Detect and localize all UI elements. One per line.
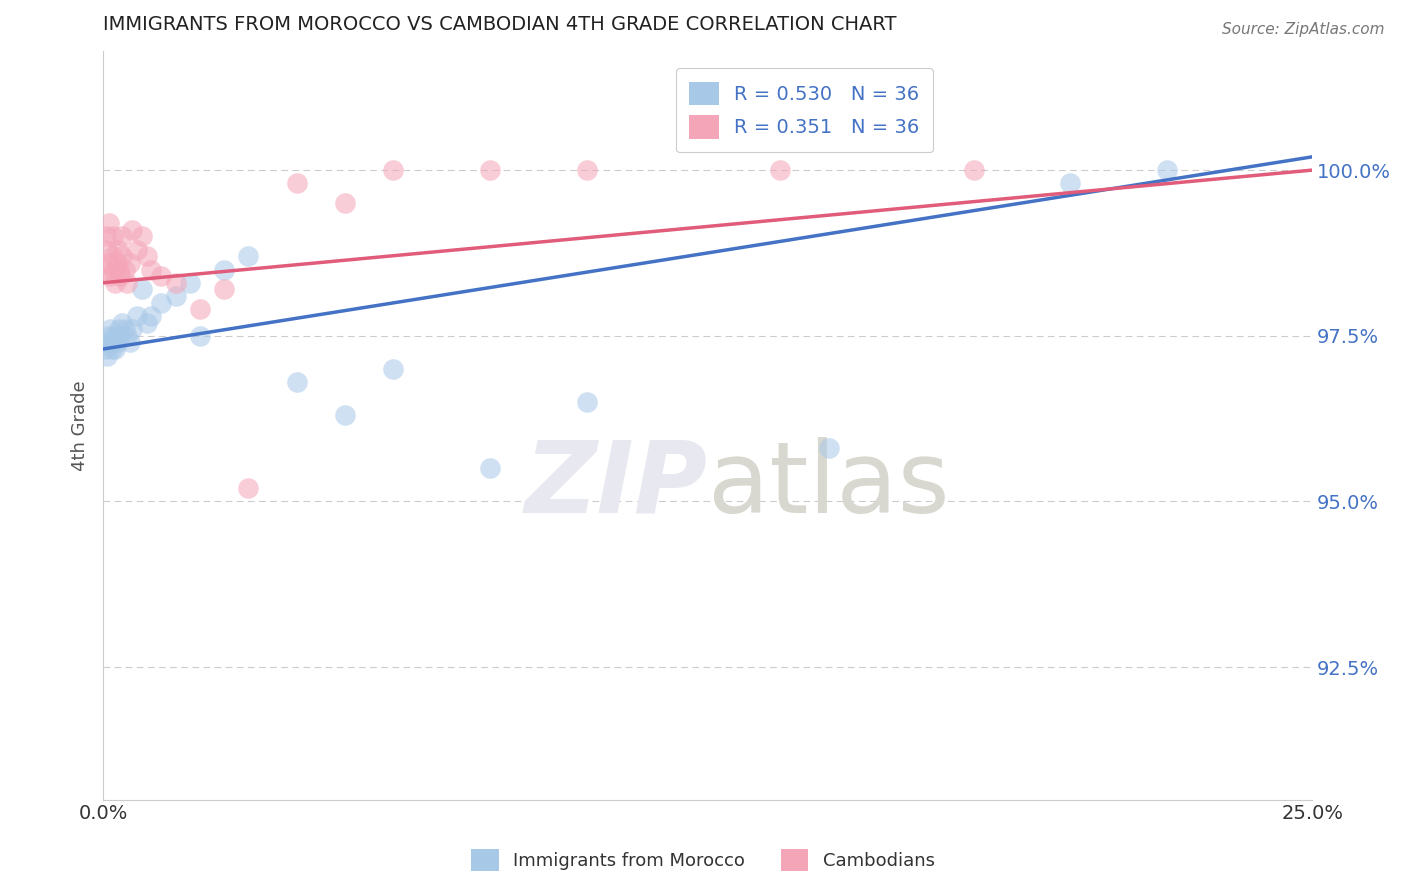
Point — [135, 249, 157, 263]
Point — [94, 229, 117, 244]
Point — [165, 289, 187, 303]
Point — [100, 322, 122, 336]
Point — [817, 442, 839, 456]
Point — [165, 276, 187, 290]
Point — [382, 163, 405, 178]
Point — [94, 342, 117, 356]
Point — [333, 196, 356, 211]
Point — [188, 302, 211, 317]
Point — [101, 342, 124, 356]
Point — [1059, 177, 1081, 191]
Point — [479, 461, 502, 475]
Point — [105, 328, 128, 343]
Point — [141, 262, 163, 277]
Point — [101, 229, 124, 244]
Point — [285, 177, 308, 191]
Point — [141, 309, 163, 323]
Point — [479, 163, 502, 178]
Point — [131, 282, 153, 296]
Point — [135, 316, 157, 330]
Point — [105, 256, 128, 270]
Point — [575, 163, 598, 178]
Point — [107, 243, 129, 257]
Point — [103, 335, 125, 350]
Point — [333, 409, 356, 423]
Point — [1156, 163, 1178, 178]
Point — [769, 163, 792, 178]
Point — [104, 342, 127, 356]
Text: ZIP: ZIP — [524, 436, 707, 533]
Point — [114, 262, 136, 277]
Point — [382, 362, 405, 376]
Point — [212, 262, 235, 277]
Point — [121, 223, 143, 237]
Point — [111, 316, 134, 330]
Point — [150, 269, 173, 284]
Point — [108, 269, 131, 284]
Point — [238, 249, 260, 263]
Point — [96, 349, 118, 363]
Point — [121, 322, 143, 336]
Point — [212, 282, 235, 296]
Point — [97, 328, 120, 343]
Point — [150, 295, 173, 310]
Point — [962, 163, 984, 178]
Point — [125, 243, 148, 257]
Point — [110, 229, 132, 244]
Legend: R = 0.530   N = 36, R = 0.351   N = 36: R = 0.530 N = 36, R = 0.351 N = 36 — [676, 68, 934, 153]
Point — [100, 269, 122, 284]
Point — [97, 335, 120, 350]
Point — [93, 262, 115, 277]
Point — [188, 328, 211, 343]
Point — [114, 322, 136, 336]
Point — [107, 322, 129, 336]
Point — [104, 276, 127, 290]
Point — [285, 375, 308, 389]
Point — [238, 481, 260, 495]
Point — [117, 276, 139, 290]
Point — [179, 276, 201, 290]
Point — [108, 262, 131, 277]
Point — [101, 249, 124, 263]
Point — [117, 328, 139, 343]
Point — [118, 335, 141, 350]
Point — [103, 262, 125, 277]
Text: atlas: atlas — [707, 436, 949, 533]
Point — [118, 256, 141, 270]
Point — [101, 328, 124, 343]
Point — [111, 249, 134, 263]
Point — [107, 335, 129, 350]
Point — [125, 309, 148, 323]
Point — [575, 395, 598, 409]
Text: IMMIGRANTS FROM MOROCCO VS CAMBODIAN 4TH GRADE CORRELATION CHART: IMMIGRANTS FROM MOROCCO VS CAMBODIAN 4TH… — [103, 15, 897, 34]
Point — [96, 243, 118, 257]
Legend: Immigrants from Morocco, Cambodians: Immigrants from Morocco, Cambodians — [464, 842, 942, 879]
Point — [131, 229, 153, 244]
Point — [97, 216, 120, 230]
Text: Source: ZipAtlas.com: Source: ZipAtlas.com — [1222, 22, 1385, 37]
Point — [97, 256, 120, 270]
Point — [108, 328, 131, 343]
Y-axis label: 4th Grade: 4th Grade — [72, 380, 89, 471]
